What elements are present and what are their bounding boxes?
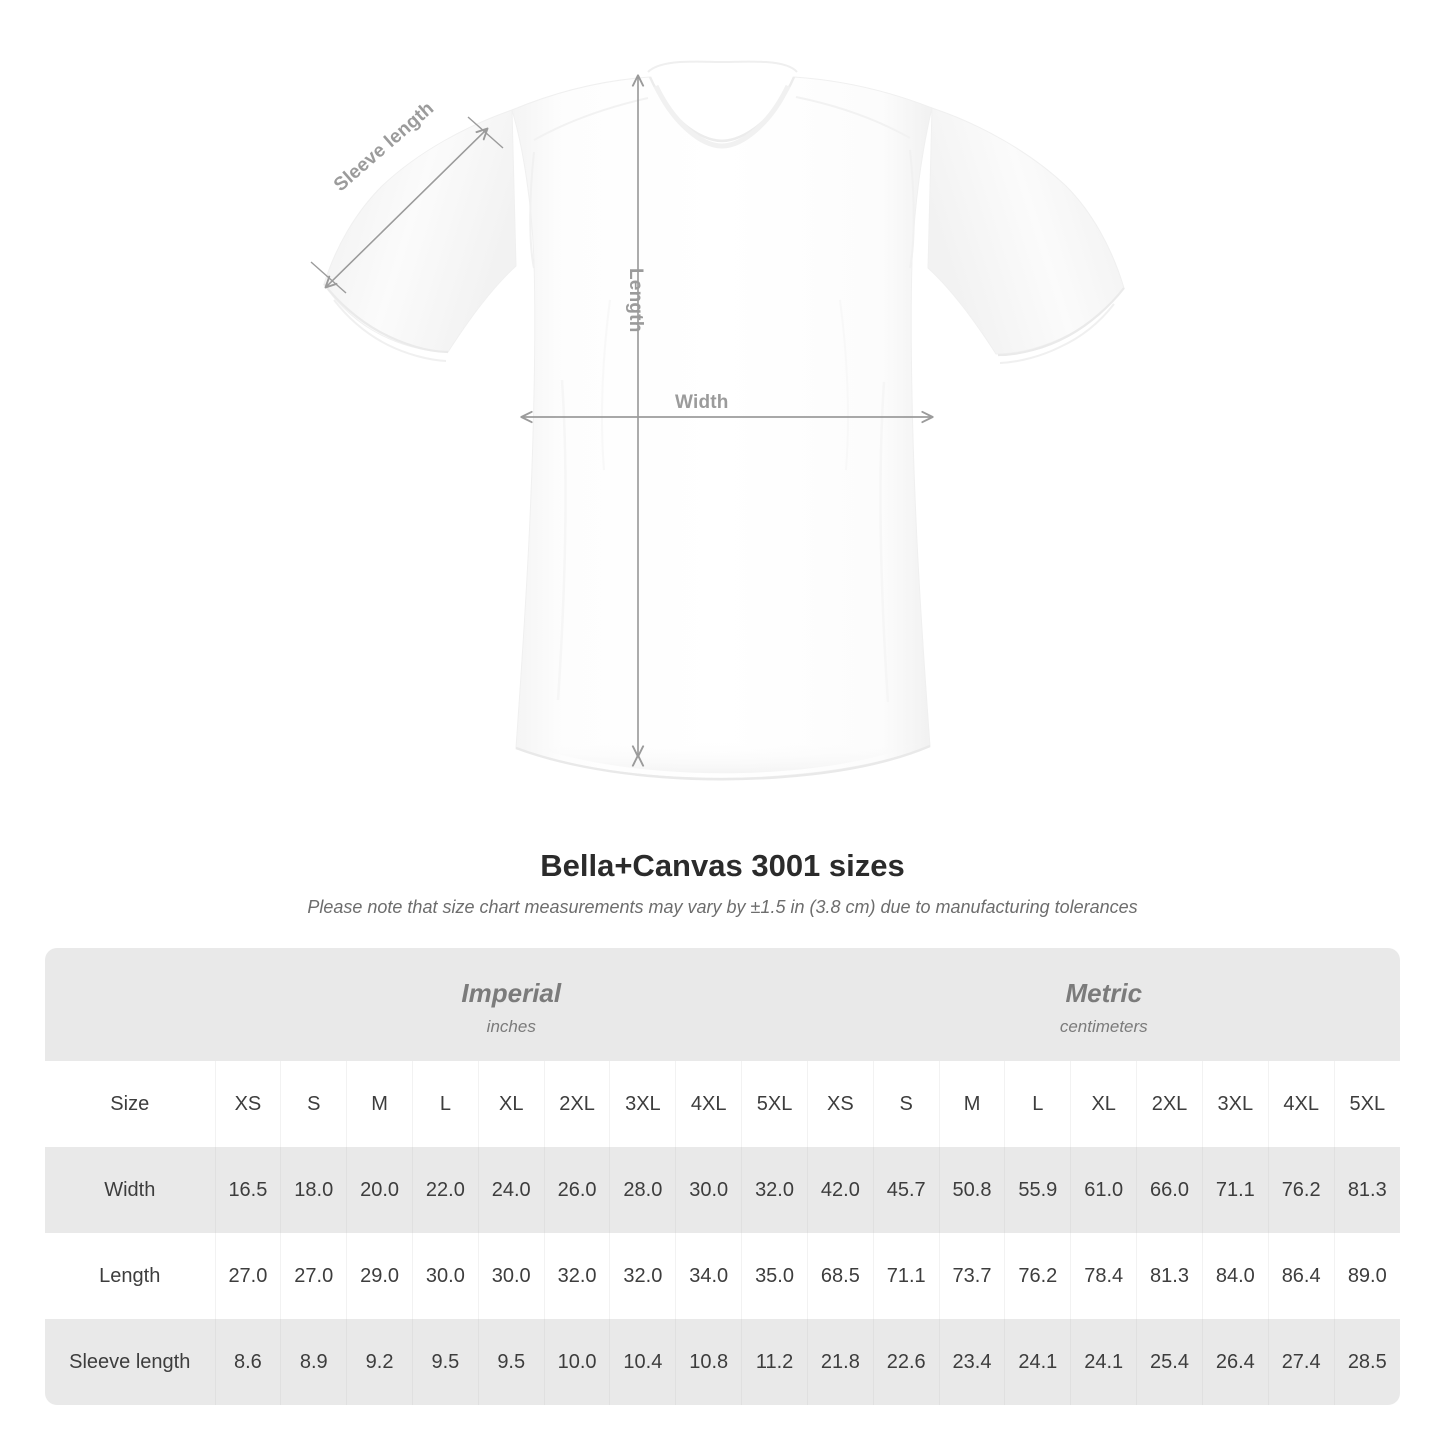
cell-sleeve-length-5xl-in: 11.2 (741, 1319, 808, 1405)
column-header-m: M (346, 1061, 413, 1147)
column-header-3xl: 3XL (1201, 1061, 1269, 1147)
length-label: Length (625, 268, 646, 333)
cell-sleeve-length-3xl-in: 10.4 (609, 1319, 676, 1405)
cell-length-s-in: 27.0 (280, 1233, 347, 1319)
cell-width-3xl-in: 28.0 (609, 1147, 676, 1233)
column-header-size: Size (110, 1092, 150, 1115)
unit-group-imperial: Imperial inches (215, 948, 808, 1061)
cell-sleeve-length-xs-in: 8.6 (214, 1319, 281, 1405)
cell-sleeve-length-4xl-cm: 27.4 (1267, 1319, 1335, 1405)
column-header-xs: XS (214, 1061, 281, 1147)
cell-width-l-cm: 55.9 (1004, 1147, 1071, 1233)
cell-sleeve-length-l-cm: 24.1 (1004, 1319, 1071, 1405)
cell-sleeve-length-xl-cm: 24.1 (1070, 1319, 1137, 1405)
cell-width-xl-in: 24.0 (477, 1147, 545, 1233)
cell-length-l-in: 30.0 (411, 1233, 479, 1319)
cell-sleeve-length-s-cm: 22.6 (872, 1319, 940, 1405)
cell-sleeve-length-4xl-in: 10.8 (675, 1319, 742, 1405)
unit-group-metric-name: Metric (1065, 978, 1143, 1008)
cell-width-5xl-cm: 81.3 (1333, 1147, 1400, 1233)
cell-width-5xl-in: 32.0 (741, 1147, 808, 1233)
column-header-4xl: 4XL (675, 1061, 742, 1147)
row-label-length: Length (99, 1264, 161, 1287)
cell-sleeve-length-3xl-cm: 26.4 (1201, 1319, 1269, 1405)
tolerance-note: Please note that size chart measurements… (307, 897, 1138, 917)
table-row: Length 27.0 27.0 29.0 30.0 30.0 32.0 32.0 34.0 35… (45, 1233, 1400, 1319)
cell-length-5xl-in: 35.0 (741, 1233, 808, 1319)
column-header-s: S (280, 1061, 347, 1147)
cell-sleeve-length-xl-in: 9.5 (477, 1319, 545, 1405)
unit-header-spacer (45, 948, 215, 1061)
cell-sleeve-length-l-in: 9.5 (411, 1319, 479, 1405)
width-label: Width (675, 392, 729, 413)
cell-width-xs-cm: 42.0 (806, 1147, 874, 1233)
column-header-4xl: 4XL (1267, 1061, 1335, 1147)
cell-width-xs-in: 16.5 (214, 1147, 281, 1233)
unit-group-header: Imperial inches Metric centimeters (45, 948, 1400, 1061)
cell-length-m-in: 29.0 (346, 1233, 413, 1319)
cell-length-3xl-in: 32.0 (609, 1233, 676, 1319)
column-header-l: L (1004, 1061, 1071, 1147)
cell-length-4xl-cm: 86.4 (1267, 1233, 1335, 1319)
cell-length-s-cm: 71.1 (872, 1233, 940, 1319)
row-label-sleeve-length: Sleeve length (69, 1350, 191, 1373)
cell-width-s-in: 18.0 (280, 1147, 347, 1233)
row-label-width: Width (104, 1178, 156, 1201)
cell-length-5xl-cm: 89.0 (1333, 1233, 1400, 1319)
table-row: Width 16.5 18.0 20.0 22.0 24.0 26.0 28.0 30.0 32.… (45, 1147, 1400, 1233)
column-header-s: S (872, 1061, 940, 1147)
cell-width-2xl-in: 26.0 (543, 1147, 610, 1233)
cell-length-m-cm: 73.7 (938, 1233, 1005, 1319)
cell-sleeve-length-s-in: 8.9 (280, 1319, 347, 1405)
column-header-5xl: 5XL (741, 1061, 808, 1147)
cell-width-3xl-cm: 71.1 (1201, 1147, 1269, 1233)
tshirt-shape (323, 60, 1125, 781)
cell-width-l-in: 22.0 (411, 1147, 479, 1233)
cell-length-xs-in: 27.0 (214, 1233, 281, 1319)
cell-width-4xl-in: 30.0 (675, 1147, 742, 1233)
cell-length-2xl-cm: 81.3 (1136, 1233, 1203, 1319)
cell-width-4xl-cm: 76.2 (1267, 1147, 1335, 1233)
sleeve-length-measure-line (310, 116, 504, 294)
column-header-l: L (411, 1061, 479, 1147)
cell-width-xl-cm: 61.0 (1070, 1147, 1137, 1233)
cell-width-s-cm: 45.7 (872, 1147, 940, 1233)
cell-length-3xl-cm: 84.0 (1201, 1233, 1269, 1319)
page-title: Bella+Canvas 3001 sizes (540, 848, 905, 883)
cell-sleeve-length-m-in: 9.2 (346, 1319, 413, 1405)
unit-group-metric: Metric centimeters (808, 948, 1401, 1061)
cell-sleeve-length-5xl-cm: 28.5 (1333, 1319, 1400, 1405)
tshirt-illustration (310, 60, 1125, 781)
column-header-5xl: 5XL (1333, 1061, 1400, 1147)
cell-sleeve-length-m-cm: 23.4 (938, 1319, 1005, 1405)
column-header-3xl: 3XL (609, 1061, 676, 1147)
cell-length-2xl-in: 32.0 (543, 1233, 610, 1319)
column-header-m: M (938, 1061, 1005, 1147)
column-header-2xl: 2XL (1136, 1061, 1203, 1147)
cell-length-xl-in: 30.0 (477, 1233, 545, 1319)
cell-length-xs-cm: 68.5 (806, 1233, 874, 1319)
cell-sleeve-length-2xl-in: 10.0 (543, 1319, 610, 1405)
cell-width-m-in: 20.0 (346, 1147, 413, 1233)
cell-length-xl-cm: 78.4 (1070, 1233, 1137, 1319)
column-header-xl: XL (1070, 1061, 1137, 1147)
cell-sleeve-length-xs-cm: 21.8 (806, 1319, 874, 1405)
cell-length-l-cm: 76.2 (1004, 1233, 1071, 1319)
cell-length-4xl-in: 34.0 (675, 1233, 742, 1319)
column-header-xs: XS (806, 1061, 874, 1147)
unit-group-imperial-name: Imperial (461, 978, 562, 1008)
cell-width-m-cm: 50.8 (938, 1147, 1005, 1233)
column-header-xl: XL (477, 1061, 545, 1147)
unit-group-metric-unit: centimeters (1059, 1017, 1148, 1036)
table-header-row: Size XS S M L XL 2XL 3XL 4XL 5XL XS S M L XL 2XL 3XL 4XL 5… (45, 1061, 1400, 1147)
measurements-table: Size XS S M L XL 2XL 3XL 4XL 5XL XS S M L XL 2XL 3XL 4XL 5… (45, 1061, 1400, 1405)
cell-width-2xl-cm: 66.0 (1136, 1147, 1203, 1233)
cell-sleeve-length-2xl-cm: 25.4 (1136, 1319, 1203, 1405)
tshirt-diagram: Sleeve length Length Width (310, 60, 1125, 781)
table-row: Sleeve length 8.6 8.9 9.2 9.5 9.5 10.0 10.4 10.8… (45, 1319, 1400, 1405)
unit-group-imperial-unit: inches (486, 1017, 536, 1036)
column-header-2xl: 2XL (543, 1061, 610, 1147)
size-chart-table: Imperial inches Metric centimeters Size X… (45, 948, 1400, 1405)
